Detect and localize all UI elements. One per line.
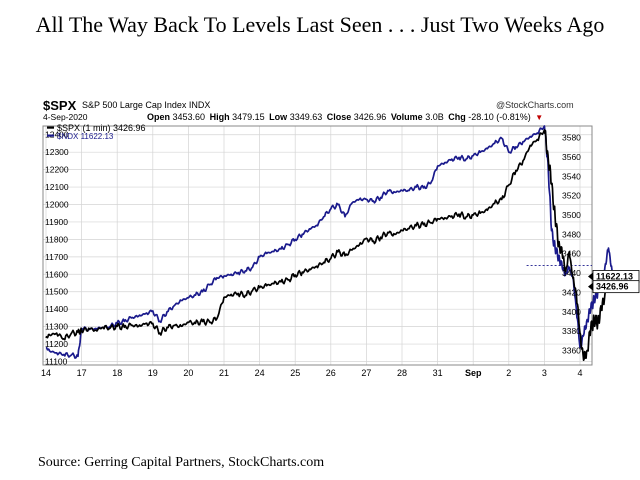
- left-tick-label: 12100: [45, 182, 69, 192]
- high-label: High: [209, 112, 230, 122]
- low-value: 3349.63: [289, 112, 323, 122]
- left-tick-label: 11100: [45, 357, 68, 367]
- symbol-label: $SPX: [43, 98, 77, 113]
- series-line-ndx: [45, 125, 613, 359]
- plot-frame: [42, 125, 593, 366]
- x-tick-label: 20: [183, 368, 193, 378]
- right-tick-label: 3560: [562, 152, 581, 162]
- right-tick-label: 3360: [562, 345, 581, 355]
- right-tick-label: 3380: [562, 326, 581, 336]
- left-tick-label: 11300: [45, 322, 68, 332]
- x-tick-label: 25: [290, 368, 300, 378]
- chg-label: Chg: [448, 112, 466, 122]
- x-tick-label: 27: [361, 368, 371, 378]
- x-tick-label: 2: [506, 368, 511, 378]
- legend-swatch: [47, 126, 54, 129]
- legend: $SPX (1 min) 3426.96$NDX 11622.13: [47, 123, 146, 141]
- right-tick-label: 3580: [562, 133, 581, 143]
- left-axis-ticks: 11100 11200 11300 11400 11500 11600 11700 11800…: [45, 130, 69, 367]
- volume-value: 3.0B: [425, 112, 444, 122]
- left-tick-label: 11400: [45, 304, 68, 314]
- right-tick-label: 3540: [562, 171, 581, 181]
- right-tick-label: 3400: [562, 307, 581, 317]
- left-tick-label: 11700: [45, 252, 68, 262]
- chg-value: -28.10 (-0.81%): [468, 112, 531, 122]
- series-line-spx: [45, 129, 613, 362]
- x-tick-label: 3: [542, 368, 547, 378]
- x-tick-label: 17: [77, 368, 87, 378]
- grid-lines: [43, 126, 592, 365]
- left-tick-label: 12000: [45, 200, 69, 210]
- low-label: Low: [269, 112, 288, 122]
- right-tick-label: 3480: [562, 229, 581, 239]
- x-tick-label: 24: [255, 368, 265, 378]
- open-label: Open: [147, 112, 171, 122]
- value-tag-pointer: [588, 282, 593, 291]
- page-title: All The Way Back To Levels Last Seen . .…: [35, 12, 605, 37]
- legend-entry: $SPX (1 min) 3426.96: [57, 123, 146, 133]
- right-tick-label: 3520: [562, 191, 581, 201]
- left-tick-label: 12200: [45, 165, 69, 175]
- legend-swatch: [47, 134, 54, 137]
- ohlc-readout: Open 3453.60 High 3479.15 Low 3349.63 Cl…: [147, 112, 545, 122]
- x-tick-label: 4: [577, 368, 582, 378]
- high-value: 3479.15: [232, 112, 265, 122]
- x-tick-label: 21: [219, 368, 229, 378]
- legend-entry: $NDX 11622.13: [57, 132, 114, 141]
- last-value-tag: 3426.96: [596, 282, 629, 292]
- volume-label: Volume: [390, 112, 423, 122]
- symbol-description: S&P 500 Large Cap Index INDX: [82, 100, 211, 110]
- close-label: Close: [326, 112, 352, 122]
- left-tick-label: 12300: [45, 147, 69, 157]
- right-axis-ticks: 3360 3380 3400 3420 3440 3460 3480 3500 3520 3540…: [562, 133, 581, 356]
- right-tick-label: 3460: [562, 249, 581, 259]
- x-tick-label: 28: [397, 368, 407, 378]
- left-tick-label: 12400: [45, 130, 69, 140]
- right-tick-label: 3420: [562, 287, 581, 297]
- source-note: Source: Gerring Capital Partners, StockC…: [38, 455, 325, 470]
- x-tick-label: 18: [112, 368, 122, 378]
- last-value-tag: 11622.13: [596, 271, 633, 281]
- x-tick-label: 31: [433, 368, 443, 378]
- chg-down-arrow-icon: ▼: [535, 113, 544, 122]
- open-value: 3453.60: [172, 112, 206, 122]
- left-tick-label: 11600: [45, 269, 68, 279]
- left-tick-label: 11200: [45, 339, 68, 349]
- x-tick-label: Sep: [465, 368, 482, 378]
- left-tick-label: 11800: [45, 234, 68, 244]
- right-tick-label: 3500: [562, 210, 581, 220]
- left-tick-label: 11900: [45, 217, 68, 227]
- stockcharts-watermark: @StockCharts.com: [496, 100, 574, 110]
- x-tick-label: 14: [41, 368, 51, 378]
- x-axis-ticks: 14 17 18 19 20 21 24 25 26 27 28 31 Sep 2 3 4: [41, 368, 583, 378]
- left-tick-label: 11500: [45, 287, 68, 297]
- series-lines: [45, 125, 613, 362]
- x-tick-label: 19: [148, 368, 158, 378]
- chart-date: 4-Sep-2020: [43, 112, 88, 122]
- x-tick-label: 26: [326, 368, 336, 378]
- value-tag-pointer: [588, 272, 593, 281]
- close-value: 3426.96: [353, 112, 387, 122]
- right-tick-label: 3440: [562, 268, 581, 278]
